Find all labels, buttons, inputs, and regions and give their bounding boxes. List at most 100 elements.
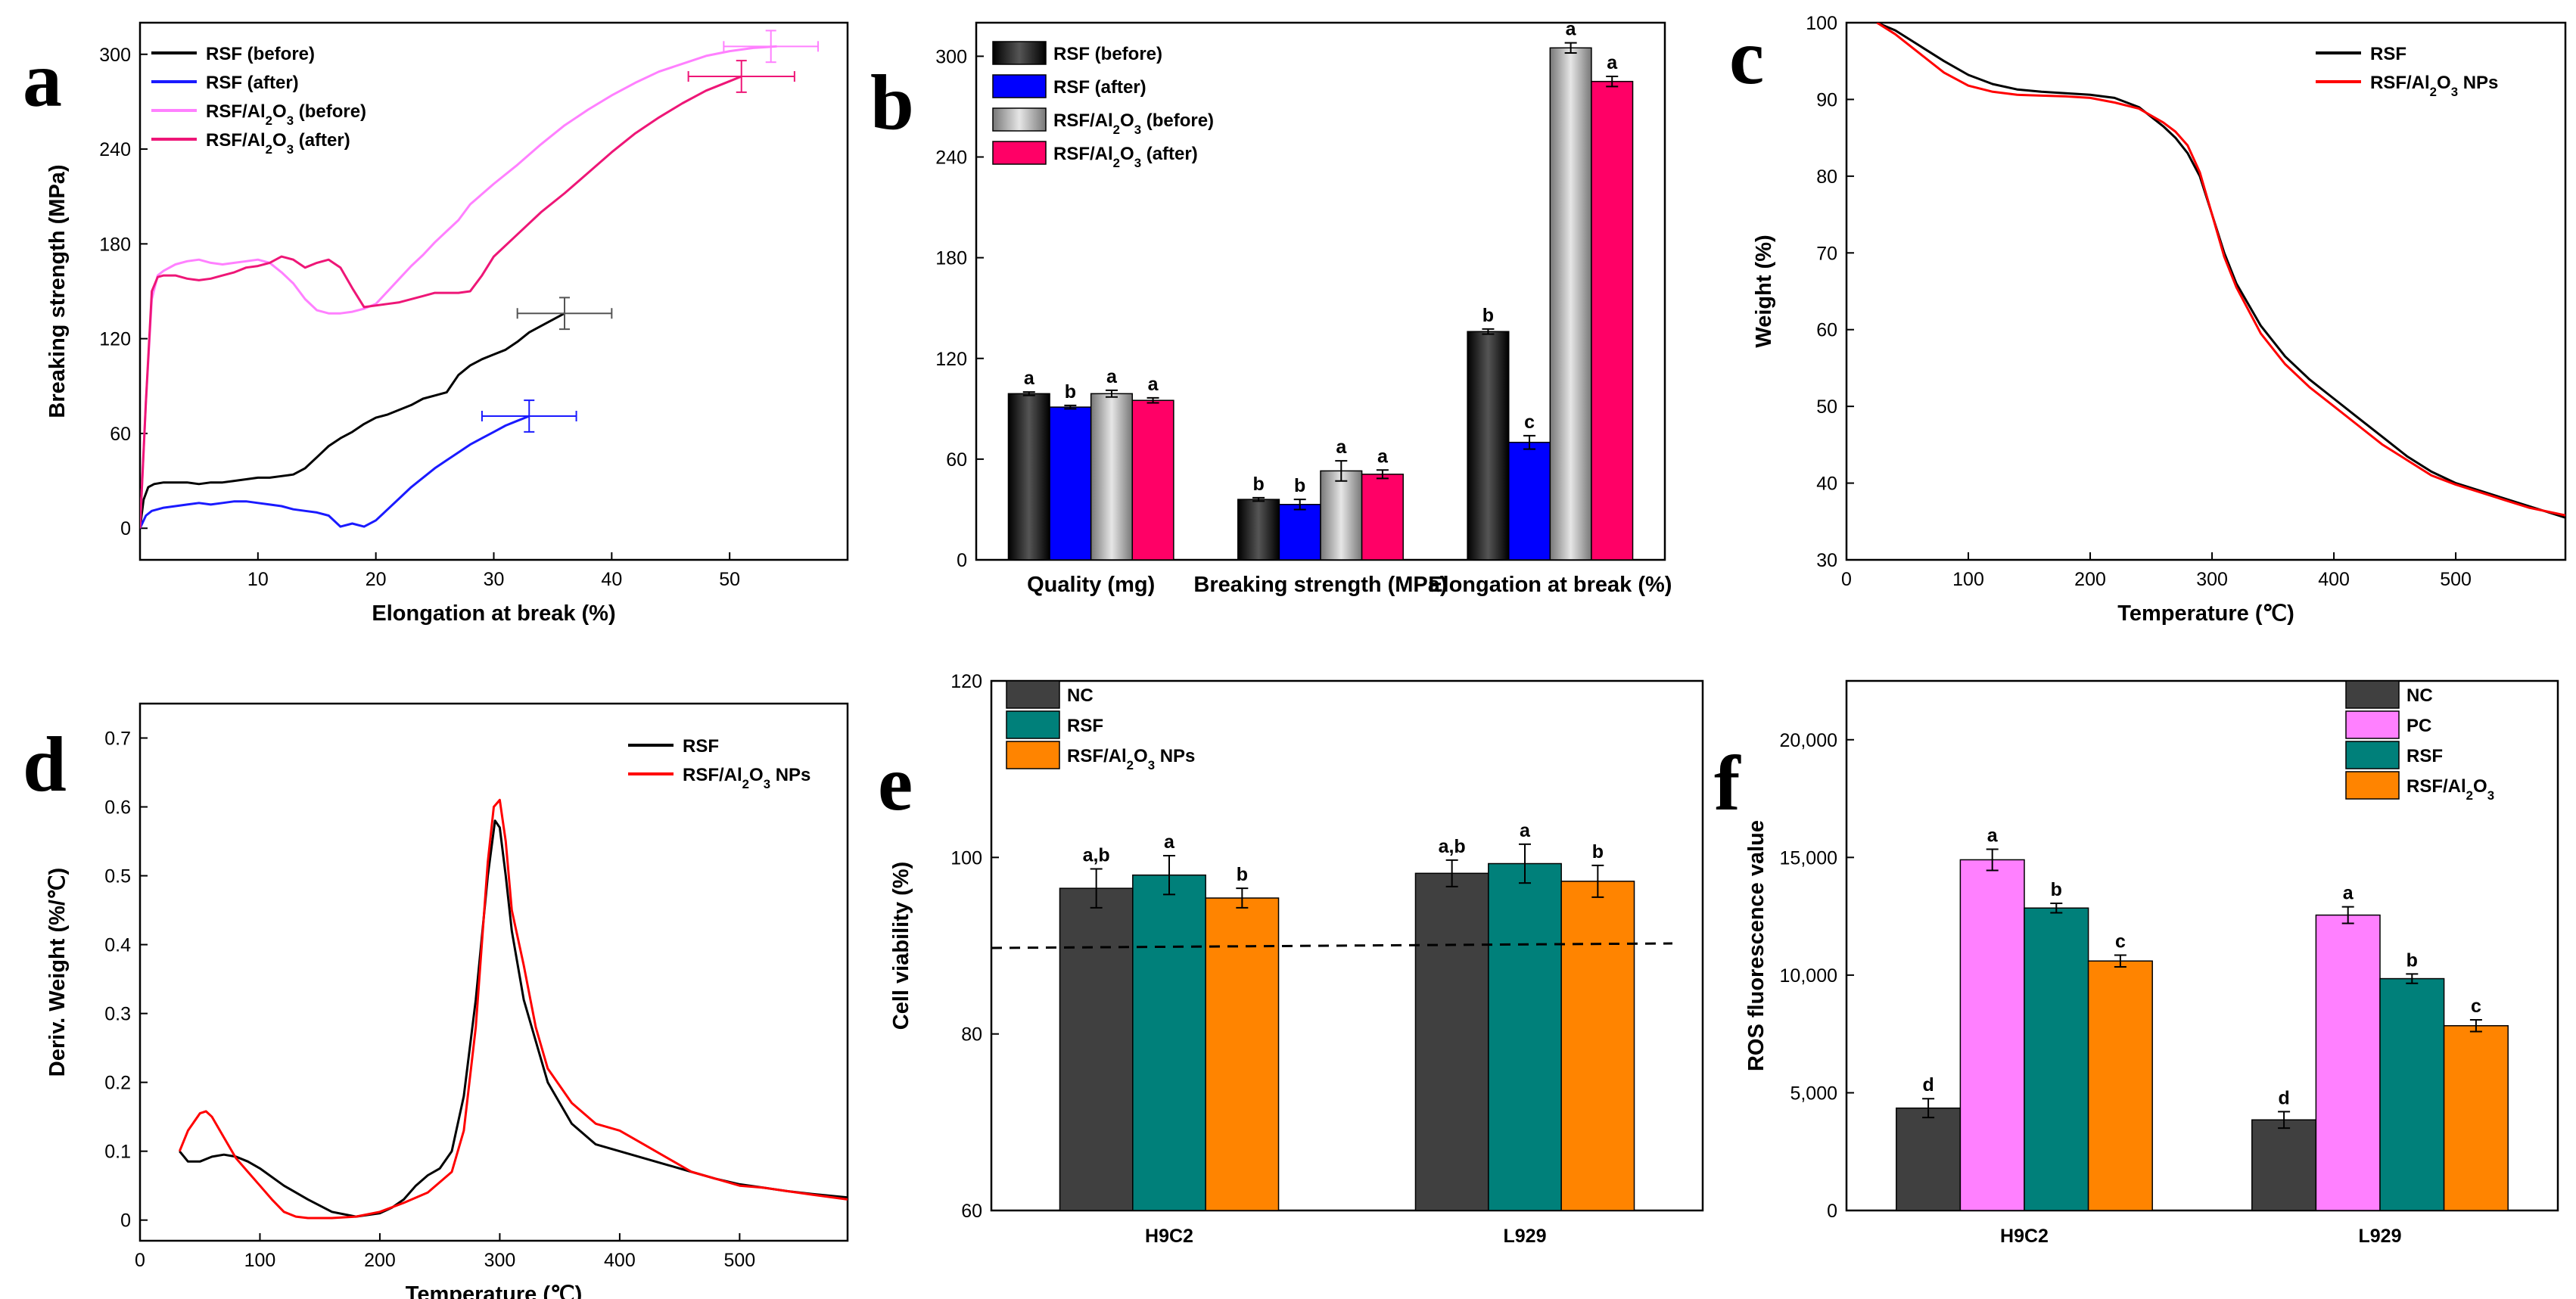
y-tick-label: 40 [1816, 474, 1837, 495]
x-tick-label: 0 [135, 1250, 145, 1271]
x-axis-label: Elongation at break (%) [372, 601, 615, 626]
legend-label: RSF/Al2O3 (before) [1053, 110, 1214, 137]
category-label: L929 [2359, 1226, 2402, 1247]
x-tick-label: 400 [604, 1250, 636, 1271]
bar [2251, 1119, 2317, 1211]
significance-letter: a,b [1083, 845, 1110, 866]
y-tick-label: 0.5 [104, 866, 131, 887]
legend-label: RSF (after) [206, 73, 299, 93]
bar [1205, 897, 1280, 1211]
y-tick-label: 0 [1827, 1201, 1837, 1222]
legend-label: NC [1067, 685, 1094, 706]
significance-letter: b [1237, 864, 1248, 885]
significance-letter: a [1566, 19, 1577, 40]
significance-letter: a,b [1439, 836, 1466, 857]
series-line-0 [1876, 23, 2565, 519]
panel-letter-d: d [23, 721, 67, 808]
y-tick-label: 5,000 [1790, 1083, 1837, 1104]
bar [1959, 859, 2025, 1211]
y-tick-label: 50 [1816, 396, 1837, 418]
category-label: Elongation at break (%) [1428, 573, 1672, 597]
significance-letter: a [1607, 52, 1618, 73]
series-line-1 [178, 798, 848, 1220]
chart-d-frame [138, 702, 849, 1242]
y-tick-label: 90 [1816, 89, 1837, 110]
x-axis-label: Temperature (℃) [406, 1282, 582, 1299]
significance-letter: d [2278, 1087, 2289, 1108]
series-line-1 [1876, 23, 2565, 517]
series-line-0 [179, 819, 848, 1218]
y-tick-label: 30 [1816, 550, 1837, 571]
significance-letter: b [1592, 841, 1604, 862]
bar [2379, 977, 2445, 1211]
significance-letter: b [1252, 474, 1264, 495]
bar [1049, 406, 1092, 561]
legend-label: RSF/Al2O3 NPs [2370, 73, 2498, 99]
series-line-1 [140, 415, 530, 529]
x-tick-label: 300 [484, 1250, 516, 1271]
x-tick-label: 500 [2440, 569, 2472, 590]
y-tick-label: 120 [950, 671, 982, 692]
y-tick-label: 0.7 [104, 729, 131, 750]
significance-letter: b [2406, 949, 2418, 971]
y-tick-label: 0.6 [104, 797, 131, 819]
y-tick-label: 0.4 [104, 935, 131, 956]
y-tick-label: 0.2 [104, 1073, 131, 1094]
x-tick-label: 500 [724, 1250, 756, 1271]
x-tick-label: 0 [1841, 569, 1852, 590]
legend-swatch [992, 41, 1047, 65]
x-tick-label: 50 [719, 569, 740, 590]
legend-swatch [1006, 741, 1060, 769]
y-tick-label: 60 [961, 1201, 982, 1222]
legend-label: RSF (after) [1053, 77, 1146, 98]
y-axis-label: Deriv. Weight (%/℃) [45, 868, 70, 1077]
y-tick-label: 0 [120, 518, 131, 539]
bar [1007, 393, 1050, 561]
y-tick-label: 60 [110, 424, 131, 445]
y-tick-label: 10,000 [1780, 965, 1837, 987]
bar [1467, 331, 1510, 561]
legend-swatch [1006, 710, 1060, 739]
chart-c: 0 100 200 300 400 500 30 40 50 60 70 80 90 100 Tempera… [1752, 13, 2567, 626]
legend-swatch [1006, 680, 1060, 709]
category-label: L929 [1504, 1226, 1547, 1247]
significance-letter: a [1520, 820, 1531, 841]
legend-label: RSF/Al2O3 [2406, 776, 2494, 803]
legend-label: RSF/Al2O3 (after) [1053, 144, 1198, 170]
legend-swatch [992, 107, 1047, 132]
legend-label: RSF [683, 736, 719, 757]
panel-letter-e: e [878, 740, 913, 827]
y-tick-label: 60 [946, 449, 967, 471]
y-tick-label: 120 [99, 329, 131, 350]
significance-letter: b [1065, 381, 1076, 402]
y-tick-label: 0.3 [104, 1004, 131, 1025]
bar [1237, 499, 1280, 561]
chart-c-frame [1845, 21, 2567, 561]
series-line-3 [140, 75, 742, 529]
x-tick-label: 200 [2074, 569, 2106, 590]
y-tick-label: 100 [1806, 13, 1837, 34]
chart-d: 0 100 200 300 400 500 0 0.1 0.2 0.3 0.4 0.5 0.6 0.7 Te… [45, 702, 849, 1299]
y-tick-label: 100 [950, 847, 982, 869]
y-tick-label: 180 [935, 248, 967, 269]
category-label: Quality (mg) [1027, 573, 1155, 597]
significance-letter: b [1482, 305, 1494, 326]
y-tick-label: 0.1 [104, 1142, 131, 1163]
significance-letter: a [1336, 437, 1347, 458]
y-tick-label: 180 [99, 234, 131, 255]
legend-label: RSF [2370, 44, 2406, 64]
x-tick-label: 400 [2318, 569, 2350, 590]
chart-b: 0 60 120 180 240 300 Quality (mg) a b a a Breaking … [935, 19, 1672, 597]
bar [2087, 960, 2153, 1211]
y-tick-label: 70 [1816, 243, 1837, 264]
significance-letter: a [1106, 366, 1118, 387]
legend-label: RSF [2406, 746, 2443, 766]
bar [1059, 887, 1134, 1211]
bar [2315, 914, 2381, 1211]
legend-label: PC [2406, 716, 2431, 736]
legend-label: RSF (before) [206, 44, 315, 64]
y-tick-label: 120 [935, 349, 967, 370]
significance-letter: c [2471, 996, 2481, 1017]
legend-label: RSF [1067, 716, 1103, 736]
significance-letter: a [2343, 883, 2354, 904]
